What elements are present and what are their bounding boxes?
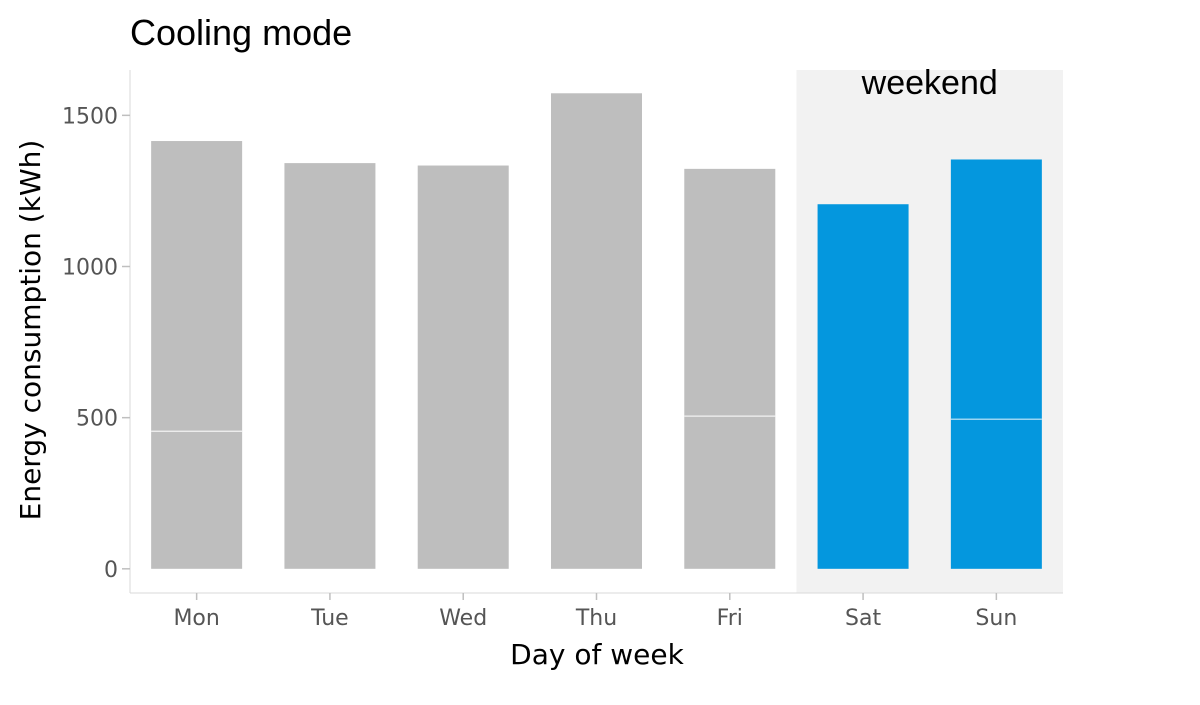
x-tick-label: Sun bbox=[975, 606, 1017, 631]
bar-tue bbox=[284, 163, 376, 569]
x-axis-title: Day of week bbox=[510, 638, 684, 671]
x-tick-label: Fri bbox=[717, 606, 743, 631]
highlight-label: weekend bbox=[861, 64, 998, 102]
bar-wed bbox=[417, 165, 509, 569]
x-tick-label: Mon bbox=[173, 606, 219, 631]
bar-thu bbox=[551, 93, 642, 569]
x-tick-label: Wed bbox=[439, 606, 487, 631]
x-tick-label: Thu bbox=[575, 606, 617, 631]
bar-mon bbox=[151, 141, 243, 569]
chart-title: Cooling mode bbox=[130, 12, 352, 53]
x-tick-label: Tue bbox=[310, 606, 349, 631]
x-tick-label: Sat bbox=[845, 606, 881, 631]
y-tick-label: 500 bbox=[76, 407, 118, 432]
y-tick-label: 1500 bbox=[62, 104, 118, 129]
bar-fri bbox=[684, 168, 776, 569]
bar-sat bbox=[817, 204, 909, 569]
y-axis-title: Energy consumption (kWh) bbox=[14, 140, 47, 521]
plot-area: weekend 0 500 1000 1500 Mon Tue Wed Thu Fri Sat Sun bbox=[62, 64, 1063, 631]
y-tick-label: 0 bbox=[104, 558, 118, 583]
y-tick-label: 1000 bbox=[62, 256, 118, 281]
bar-sun bbox=[950, 159, 1042, 569]
